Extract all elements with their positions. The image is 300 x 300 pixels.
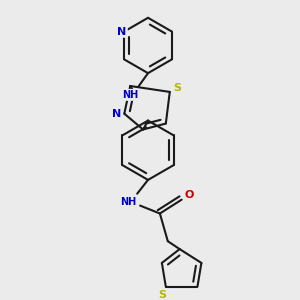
Text: NH: NH — [122, 90, 138, 100]
Text: N: N — [118, 27, 127, 37]
Text: O: O — [185, 190, 194, 200]
Text: S: S — [174, 83, 182, 93]
Text: NH: NH — [120, 196, 136, 207]
Text: S: S — [158, 290, 166, 300]
Text: N: N — [112, 109, 121, 119]
